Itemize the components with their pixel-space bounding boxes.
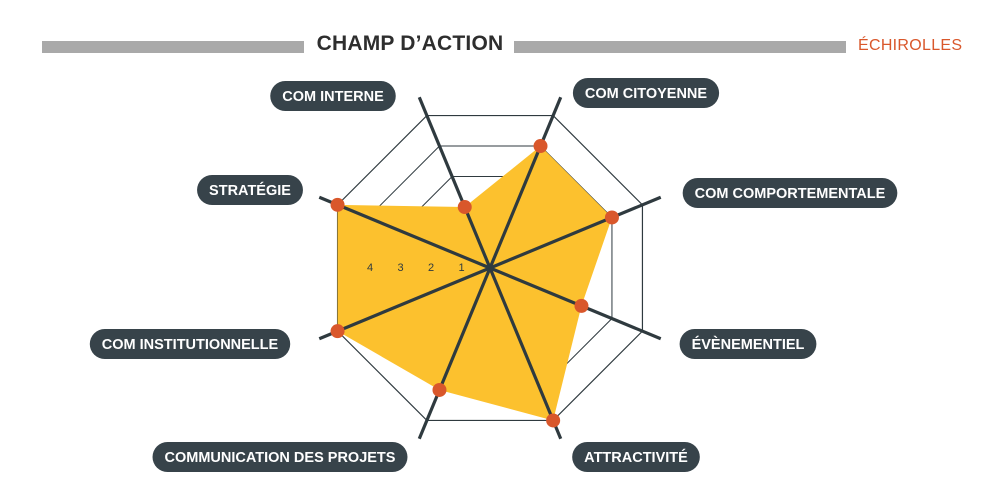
data-point xyxy=(457,200,472,215)
category-pill xyxy=(270,81,396,111)
data-point xyxy=(604,210,619,225)
axis-line xyxy=(318,195,491,270)
category-text: COM CITOYENNE xyxy=(585,86,708,102)
tick-labels: 1 2 3 4 xyxy=(367,262,465,274)
category-label: ATTRACTIVITÉ xyxy=(572,442,700,472)
category-label: COM INTERNE xyxy=(270,81,396,111)
data-polygon xyxy=(337,146,612,421)
tick-label: 1 xyxy=(458,262,464,274)
data-point xyxy=(432,382,447,397)
city-name: ÉCHIROLLES xyxy=(858,37,963,54)
data-point xyxy=(546,413,561,428)
axis-line xyxy=(417,96,492,269)
data-points xyxy=(330,139,619,428)
category-text: COM INTERNE xyxy=(282,89,384,105)
category-text: COMMUNICATION DES PROJETS xyxy=(165,450,396,466)
axis-line xyxy=(488,267,563,440)
category-pill xyxy=(89,329,291,359)
category-label: COM COMPORTEMENTALE xyxy=(682,178,898,208)
tick-label: 2 xyxy=(428,262,434,274)
data-point xyxy=(574,298,589,313)
category-pill xyxy=(572,442,700,472)
category-label: ÉVÈNEMENTIEL xyxy=(679,329,817,359)
category-text: STRATÉGIE xyxy=(209,182,291,199)
category-text: COM COMPORTEMENTALE xyxy=(695,186,886,202)
category-pill xyxy=(197,175,303,205)
chart-title: CHAMP D’ACTION xyxy=(316,32,504,55)
axes xyxy=(318,96,662,440)
tick-label: 4 xyxy=(367,262,373,274)
category-label: COMMUNICATION DES PROJETS xyxy=(152,442,408,472)
data-point xyxy=(330,324,345,339)
category-label: STRATÉGIE xyxy=(197,175,303,205)
category-label: COM INSTITUTIONNELLE xyxy=(89,329,291,359)
axis-line xyxy=(417,267,492,440)
header-bar-right xyxy=(514,41,846,53)
category-text: COM INSTITUTIONNELLE xyxy=(102,337,279,353)
tick-label: 3 xyxy=(397,262,403,274)
axis-line xyxy=(489,195,662,270)
category-label: COM CITOYENNE xyxy=(572,78,720,108)
category-text: ÉVÈNEMENTIEL xyxy=(692,336,805,353)
category-labels: COM CITOYENNE COM COMPORTEMENTALE ÉVÈNEMEN… xyxy=(89,78,898,472)
category-pill xyxy=(679,329,817,359)
axis-line xyxy=(488,96,563,269)
category-text: ATTRACTIVITÉ xyxy=(584,449,688,466)
category-pill xyxy=(682,178,898,208)
header-bar-left xyxy=(42,41,304,53)
data-area xyxy=(337,146,612,421)
data-point xyxy=(330,197,345,212)
category-pill xyxy=(152,442,408,472)
axis-line xyxy=(318,266,491,341)
data-point xyxy=(533,139,548,154)
category-pill xyxy=(572,78,720,108)
